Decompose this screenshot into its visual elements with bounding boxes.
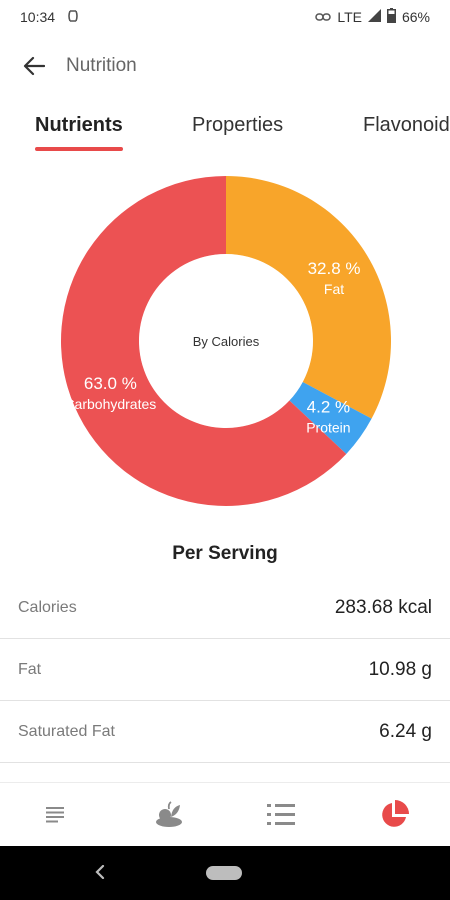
status-time: 10:34	[20, 9, 56, 25]
donut-svg: By Calories 32.8 % Fat 4.2 % Protein 63.0 % Ca…	[60, 176, 391, 506]
nutrient-label: Calories	[18, 598, 77, 616]
sync-icon	[67, 9, 79, 26]
link-icon	[315, 9, 332, 25]
nav-item-steps[interactable]	[251, 790, 311, 840]
bottom-nav	[0, 782, 450, 846]
status-right: LTE 66%	[315, 8, 430, 26]
nutrient-label: Fat	[18, 660, 42, 678]
nutrient-value: 10.98 g	[368, 658, 432, 680]
slice-percent-label: 32.8 %	[308, 259, 361, 278]
system-nav-bar	[0, 846, 450, 900]
nav-item-ingredients[interactable]	[139, 790, 199, 840]
inner-ring	[139, 254, 313, 428]
nutrient-value: 283.68 kcal	[334, 596, 432, 618]
status-left: 10:34	[20, 9, 79, 26]
page-title: Nutrition	[66, 55, 137, 76]
pie-chart-icon	[381, 799, 409, 827]
list-item: Saturated Fat 6.24 g	[0, 701, 450, 763]
status-bar: 10:34 LTE 66%	[0, 0, 450, 34]
network-type: LTE	[337, 9, 362, 25]
chart-center-label: By Calories	[193, 334, 260, 349]
back-button[interactable]	[20, 52, 48, 80]
slice-name-label: Carbohydrates	[64, 396, 156, 412]
battery-icon	[386, 8, 396, 26]
tab-bar: Nutrients Properties Flavonoids	[0, 104, 450, 156]
ingredients-icon	[155, 800, 182, 827]
nutrient-value: 6.24 g	[379, 720, 432, 742]
slice-percent-label: 4.2 %	[307, 397, 350, 416]
slice-name-label: Protein	[306, 419, 350, 435]
notes-icon	[46, 806, 65, 822]
tab-indicator	[35, 147, 123, 151]
system-home-button[interactable]	[206, 866, 242, 880]
signal-icon	[367, 9, 381, 25]
list-item: Fat 10.98 g	[0, 639, 450, 701]
tab-nutrients[interactable]: Nutrients	[35, 114, 123, 136]
slice-name-label: Fat	[324, 281, 344, 297]
slice-percent-label: 63.0 %	[84, 374, 137, 393]
nav-item-nutrition[interactable]	[364, 790, 424, 840]
list-item: Calories 283.68 kcal	[0, 577, 450, 639]
slice-protein[interactable]	[289, 381, 372, 454]
arrow-left-icon	[23, 56, 45, 76]
slice-carbohydrates[interactable]	[60, 176, 347, 506]
nutrient-label: Saturated Fat	[18, 722, 115, 740]
chevron-left-icon	[95, 865, 105, 879]
app-bar: Nutrition	[0, 36, 450, 96]
slice-fat[interactable]	[226, 176, 391, 419]
steps-list-icon	[267, 803, 296, 825]
nav-item-notes[interactable]	[26, 790, 86, 840]
calories-donut-chart: By Calories 32.8 % Fat 4.2 % Protein 63.0 % Ca…	[60, 175, 392, 507]
tab-properties[interactable]: Properties	[192, 114, 284, 136]
tab-flavonoids[interactable]: Flavonoids	[363, 114, 450, 136]
donut-hole	[151, 266, 301, 416]
per-serving-heading: Per Serving	[172, 543, 278, 564]
system-back-button[interactable]	[88, 860, 112, 884]
battery-level: 66%	[401, 9, 430, 25]
nutrition-list: Calories 283.68 kcal Fat 10.98 g Saturat…	[0, 577, 450, 763]
